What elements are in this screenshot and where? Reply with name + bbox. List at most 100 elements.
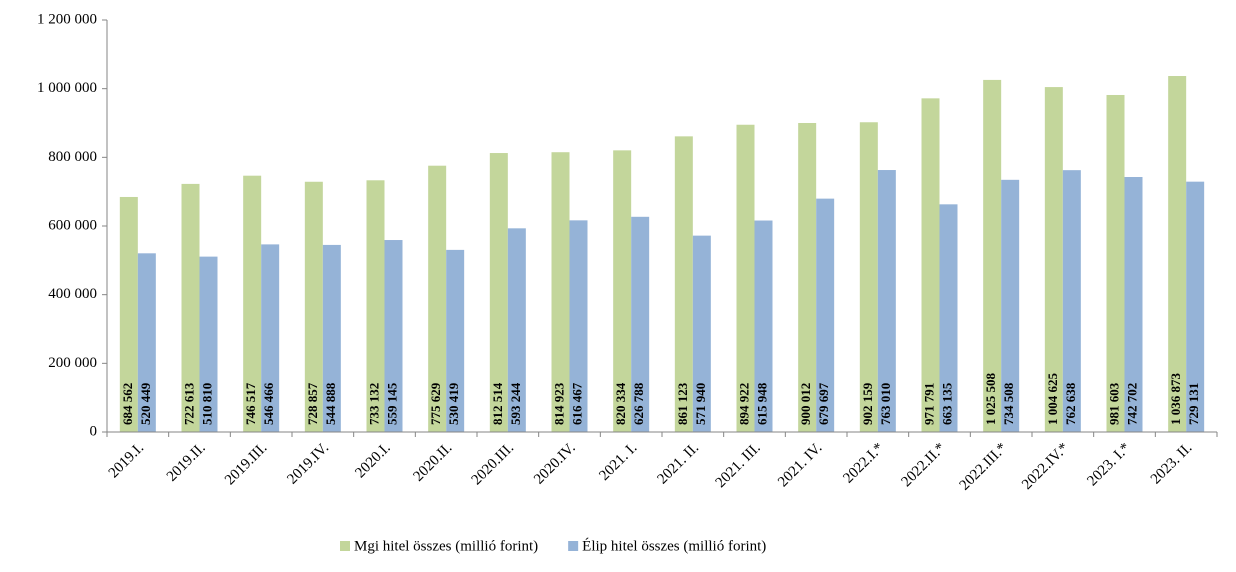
- data-label: 900 012: [798, 383, 813, 425]
- bar: [119, 196, 138, 432]
- data-label: 520 449: [138, 382, 153, 425]
- data-label: 546 466: [261, 382, 276, 425]
- data-label: 510 810: [199, 383, 214, 425]
- bar: [877, 170, 896, 432]
- x-tick-label: 2021. I.: [596, 440, 640, 484]
- data-label: 971 791: [921, 383, 936, 425]
- data-label: 981 603: [1106, 382, 1121, 425]
- bar: [261, 244, 280, 432]
- x-tick-label: 2023. I.*: [1084, 440, 1133, 489]
- data-label: 742 702: [1124, 383, 1139, 425]
- bar: [816, 198, 835, 432]
- data-label: 729 131: [1186, 383, 1201, 425]
- y-tick-label: 1 200 000: [37, 11, 97, 27]
- bar: [613, 150, 632, 432]
- x-tick-label: 2019.IV.: [284, 440, 332, 488]
- data-label: 530 419: [446, 382, 461, 425]
- x-tick-label: 2020.III.: [469, 440, 517, 488]
- bar: [243, 175, 262, 432]
- data-label: 902 159: [860, 382, 875, 425]
- bar: [428, 165, 447, 432]
- legend-label: Élip hitel összes (millió forint): [582, 537, 766, 554]
- y-tick-label: 600 000: [48, 217, 97, 233]
- bar: [1044, 87, 1063, 433]
- x-tick-label: 2023. II.: [1148, 440, 1196, 488]
- bar: [798, 122, 817, 432]
- bar: [384, 240, 403, 432]
- bar: [181, 183, 200, 432]
- bar: [692, 235, 711, 432]
- x-tick-label: 2019.I.: [106, 440, 147, 481]
- x-tick-label: 2020.II.: [411, 440, 456, 485]
- bar: [1062, 170, 1081, 432]
- bar: [137, 253, 156, 432]
- bar: [631, 216, 650, 432]
- data-label: 684 562: [120, 383, 135, 425]
- bar: [446, 249, 465, 432]
- bar: [1168, 76, 1187, 433]
- data-label: 544 888: [323, 382, 338, 425]
- bar: [1186, 181, 1205, 432]
- data-label: 616 467: [569, 382, 584, 425]
- data-label: 722 613: [181, 382, 196, 425]
- y-tick-label: 0: [90, 423, 98, 439]
- bar: [1001, 179, 1020, 432]
- data-label: 615 948: [754, 382, 769, 425]
- data-label: 820 334: [613, 382, 628, 425]
- x-tick-label: 2020.IV.: [531, 440, 579, 488]
- bar: [489, 153, 508, 432]
- data-label: 1 036 873: [1168, 373, 1183, 426]
- bar: [199, 256, 218, 432]
- data-label: 593 244: [508, 382, 523, 425]
- data-label: 559 145: [384, 382, 399, 425]
- bar: [754, 220, 773, 432]
- data-label: 1 004 625: [1045, 373, 1060, 426]
- bar: [304, 181, 323, 432]
- x-tick-label: 2019.II.: [164, 440, 209, 485]
- y-tick-label: 1 000 000: [37, 80, 97, 96]
- x-tick-label: 2022.II.*: [899, 440, 949, 490]
- x-tick-label: 2021. III.: [713, 440, 764, 491]
- data-label: 733 132: [366, 383, 381, 425]
- x-tick-label: 2021. II.: [655, 440, 703, 488]
- data-label: 814 923: [551, 382, 566, 425]
- data-label: 1 025 508: [983, 372, 998, 425]
- data-label: 734 508: [1001, 382, 1016, 425]
- y-tick-label: 800 000: [48, 149, 97, 165]
- data-label: 626 788: [631, 382, 646, 425]
- bar: [674, 136, 693, 432]
- x-tick-label: 2019.III.: [222, 440, 270, 488]
- data-label: 728 857: [305, 382, 320, 425]
- legend-swatch: [568, 541, 579, 551]
- data-label: 571 940: [693, 383, 708, 425]
- bar: [736, 124, 755, 433]
- bar: [322, 244, 341, 432]
- bar: [921, 98, 940, 433]
- y-tick-label: 200 000: [48, 355, 97, 371]
- data-label: 763 010: [878, 383, 893, 425]
- bar: [366, 180, 385, 432]
- legend-label: Mgi hitel összes (millió forint): [354, 538, 538, 554]
- data-label: 679 697: [816, 382, 831, 425]
- bar: [569, 220, 588, 432]
- bar: [939, 204, 958, 432]
- data-label: 894 922: [736, 383, 751, 425]
- data-label: 861 123: [675, 382, 690, 425]
- bar: [859, 122, 878, 433]
- data-label: 663 135: [939, 382, 954, 425]
- x-tick-label: 2020.I.: [352, 440, 393, 481]
- bar: [983, 79, 1002, 432]
- x-tick-label: 2022.I.*: [840, 440, 887, 487]
- bar: [507, 228, 526, 432]
- data-label: 746 517: [243, 382, 258, 425]
- data-label: 775 629: [428, 382, 443, 425]
- data-label: 812 514: [490, 382, 505, 425]
- x-tick-label: 2022.IV.*: [1019, 440, 1072, 493]
- bar: [1106, 94, 1125, 432]
- y-tick-label: 400 000: [48, 286, 97, 302]
- bar: [1124, 177, 1143, 432]
- data-label: 762 638: [1063, 382, 1078, 425]
- x-tick-label: 2022.III.*: [957, 440, 1011, 494]
- legend-swatch: [340, 541, 350, 551]
